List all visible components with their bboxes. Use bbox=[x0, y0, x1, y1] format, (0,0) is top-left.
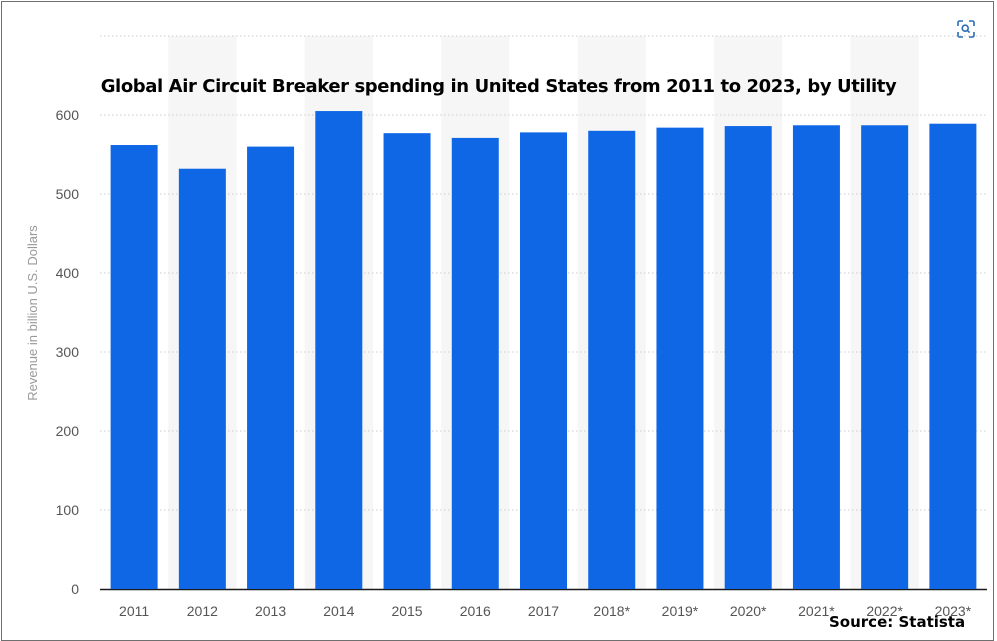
bar[interactable] bbox=[315, 111, 363, 590]
bar[interactable] bbox=[247, 146, 295, 589]
y-tick-label: 300 bbox=[56, 344, 80, 360]
x-tick-label: 2013 bbox=[255, 603, 286, 619]
source-note: Source: Statista bbox=[829, 613, 966, 631]
y-tick-label: 200 bbox=[56, 423, 80, 439]
bar[interactable] bbox=[110, 145, 158, 589]
x-axis-ticks: 2011 2012 2013 2014 2015 2016 2017 2018* 2019* 20… bbox=[119, 603, 972, 619]
x-tick-label: 2018* bbox=[593, 603, 630, 619]
y-tick-label: 500 bbox=[56, 186, 80, 202]
bar[interactable] bbox=[929, 123, 977, 589]
visual-search-icon bbox=[957, 20, 975, 38]
y-tick-label: 400 bbox=[56, 265, 80, 281]
visual-search-button[interactable] bbox=[953, 16, 979, 42]
x-tick-label: 2016 bbox=[460, 603, 491, 619]
x-tick-label: 2011 bbox=[119, 603, 149, 619]
y-tick-label: 600 bbox=[56, 107, 80, 123]
x-tick-label: 2014 bbox=[323, 603, 354, 619]
bar[interactable] bbox=[383, 133, 431, 590]
bars bbox=[100, 111, 987, 591]
chart-title: Global Air Circuit Breaker spending in U… bbox=[100, 76, 897, 97]
x-tick-label: 2015 bbox=[391, 603, 422, 619]
bar[interactable] bbox=[724, 126, 772, 589]
bar[interactable] bbox=[861, 125, 909, 590]
y-axis-label: Revenue in billion U.S. Dollars bbox=[25, 225, 40, 401]
bar[interactable] bbox=[656, 127, 704, 589]
x-tick-label: 2012 bbox=[187, 603, 218, 619]
bar[interactable] bbox=[792, 125, 840, 590]
y-tick-label: 0 bbox=[71, 581, 79, 597]
bar[interactable] bbox=[520, 132, 567, 589]
bar-chart: 0 100 200 300 400 500 600 2011 2012 2013 2014 2015… bbox=[25, 35, 987, 619]
bar[interactable] bbox=[451, 137, 499, 589]
x-tick-label: 2020* bbox=[730, 603, 767, 619]
x-tick-label: 2021* bbox=[798, 603, 835, 619]
x-tick-label: 2017 bbox=[528, 603, 559, 619]
bar[interactable] bbox=[588, 130, 636, 590]
y-tick-label: 100 bbox=[56, 502, 80, 518]
y-axis-ticks: 0 100 200 300 400 500 600 bbox=[56, 107, 80, 597]
x-tick-label: 2019* bbox=[662, 603, 699, 619]
x-tick-label: 2022* bbox=[866, 603, 903, 619]
x-tick-label: 2023* bbox=[935, 603, 972, 619]
bar[interactable] bbox=[178, 168, 226, 589]
